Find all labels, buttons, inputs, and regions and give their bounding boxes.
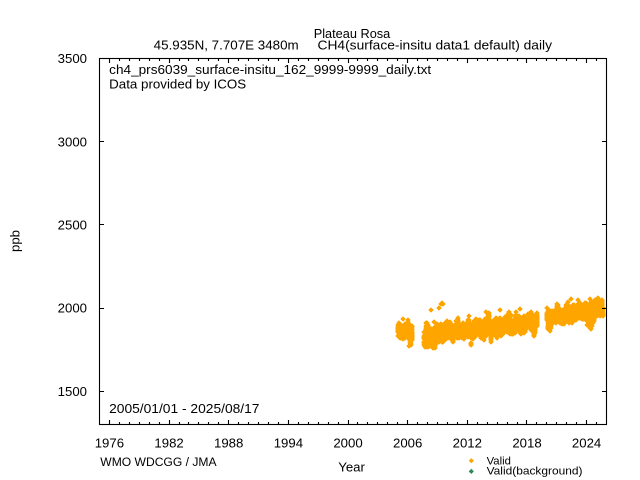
svg-text:Valid(background): Valid(background): [487, 466, 583, 478]
svg-text:WMO WDCGG / JMA: WMO WDCGG / JMA: [100, 455, 217, 469]
svg-text:2006: 2006: [393, 436, 422, 451]
svg-text:1500: 1500: [58, 384, 87, 399]
svg-text:CH4(surface-insitu data1 defau: CH4(surface-insitu data1 default) daily: [318, 38, 553, 53]
svg-text:2500: 2500: [58, 218, 87, 233]
svg-text:Valid: Valid: [487, 455, 511, 467]
svg-text:1982: 1982: [154, 436, 183, 451]
svg-text:ppb: ppb: [7, 230, 22, 252]
svg-text:1988: 1988: [214, 436, 243, 451]
svg-text:Plateau Rosa: Plateau Rosa: [314, 26, 391, 41]
svg-text:2000: 2000: [333, 436, 362, 451]
svg-text:3500: 3500: [58, 51, 87, 66]
svg-text:ch4_prs6039_surface-insitu_162: ch4_prs6039_surface-insitu_162_9999-9999…: [109, 62, 431, 77]
svg-text:45.935N, 7.707E 3480m: 45.935N, 7.707E 3480m: [154, 38, 299, 53]
svg-text:2005/01/01 - 2025/08/17: 2005/01/01 - 2025/08/17: [109, 401, 259, 416]
svg-text:Data provided by ICOS: Data provided by ICOS: [109, 77, 246, 92]
svg-text:2012: 2012: [453, 436, 482, 451]
svg-text:2000: 2000: [58, 301, 87, 316]
svg-text:Year: Year: [338, 460, 365, 475]
svg-text:3000: 3000: [58, 134, 87, 149]
svg-text:1976: 1976: [95, 436, 124, 451]
svg-text:2024: 2024: [572, 436, 601, 451]
svg-text:2018: 2018: [512, 436, 541, 451]
svg-text:1994: 1994: [274, 436, 303, 451]
